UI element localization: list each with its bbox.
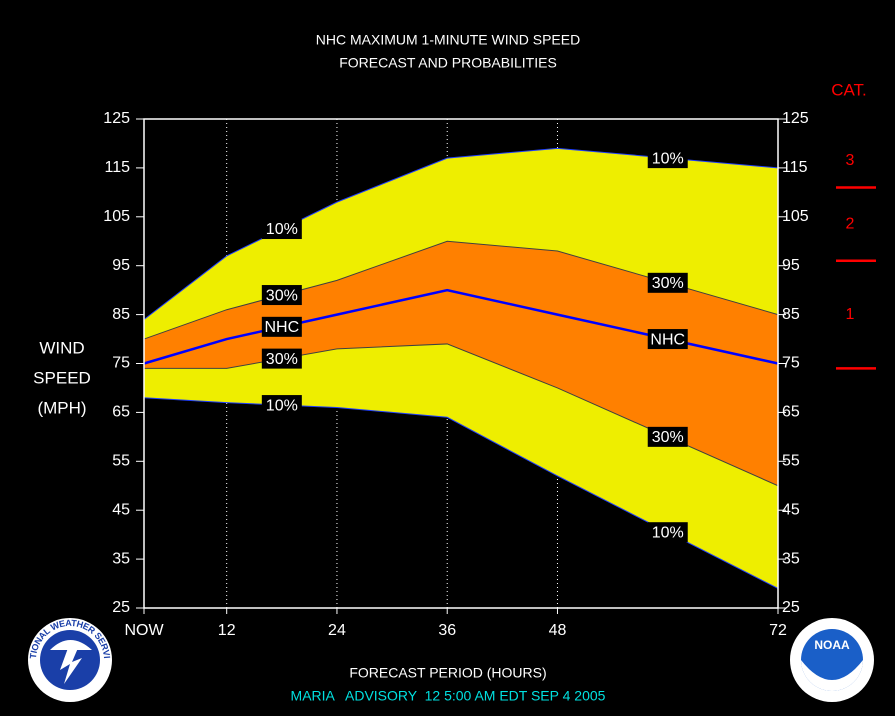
x-tick-label: 48: [549, 622, 567, 639]
y2-tick-label: 55: [782, 453, 800, 470]
logo-gull: [801, 660, 863, 691]
y-tick-label: 55: [112, 453, 130, 470]
probability-edge: [143, 397, 779, 589]
category-label: 2: [846, 215, 855, 232]
x-tick-label: 24: [328, 622, 346, 639]
plot: 10% 10% 30% 30% NHC NHC 30% 30% 10% 10%: [143, 147, 779, 589]
y-tick-label: 115: [104, 159, 130, 176]
noaa-logo: NOAA: [790, 618, 874, 702]
category-title: CAT.: [831, 80, 867, 99]
y2-tick-label: 95: [782, 257, 800, 274]
y-tick-label: 105: [103, 208, 130, 225]
x-tick-label: 12: [218, 622, 236, 639]
y2-tick-label: 85: [782, 306, 800, 323]
probability-edge: [144, 343, 779, 487]
x-axis-label: FORECAST PERIOD (HOURS): [349, 665, 546, 681]
chart-title: NHC MAXIMUM 1-MINUTE WIND SPEED: [316, 32, 580, 48]
category-label: 3: [846, 152, 855, 169]
y-tick-label: 75: [112, 355, 130, 372]
y-tick-label: 65: [112, 404, 130, 421]
category-label: 1: [846, 306, 855, 323]
y2-tick-label: 105: [782, 208, 809, 225]
y-axis-label: WIND: [39, 338, 84, 357]
y2-tick-label: 25: [782, 599, 800, 616]
band-fill: [144, 148, 778, 589]
forecast-line: [143, 288, 779, 365]
x-tick-label: NOW: [124, 622, 164, 639]
series-label: 30%: [652, 275, 684, 292]
logo-text: NOAA: [814, 638, 850, 652]
series-label: 10%: [652, 524, 684, 541]
label-box: [647, 329, 688, 350]
x-tick-label: 36: [438, 622, 456, 639]
label-box: [647, 426, 688, 447]
chart-title: FORECAST AND PROBABILITIES: [339, 55, 557, 71]
footer: MARIA ADVISORY 12 5:00 AM EDT SEP 4 2005: [291, 688, 606, 704]
y-axis-label: SPEED: [33, 368, 91, 387]
band-fill: [144, 241, 778, 486]
series-label: NHC: [650, 331, 685, 348]
series-label: 10%: [266, 221, 298, 238]
probability-edge: [143, 240, 779, 340]
series-label: 10%: [266, 397, 298, 414]
series-label: 30%: [266, 351, 298, 368]
series-label: 30%: [266, 287, 298, 304]
y-axis-label: (MPH): [37, 398, 86, 417]
series-label: 30%: [652, 429, 684, 446]
y2-tick-label: 65: [782, 404, 800, 421]
label-box: [261, 395, 302, 416]
label-box: [261, 219, 302, 240]
y-tick-label: 85: [112, 306, 130, 323]
y2-tick-label: 45: [782, 501, 800, 518]
y2-tick-label: 115: [782, 159, 808, 176]
y-tick-label: 45: [112, 501, 130, 518]
logo-bolt: [60, 648, 82, 684]
series-label: 10%: [652, 150, 684, 167]
y2-tick-label: 75: [782, 355, 800, 372]
label-box: [647, 522, 688, 543]
y2-tick-label: 125: [782, 110, 809, 127]
y-tick-label: 95: [112, 257, 130, 274]
label-box: [261, 348, 302, 369]
label-box: [261, 316, 302, 337]
probability-edge: [143, 147, 779, 320]
label-box: [647, 272, 688, 293]
y-tick-label: 25: [112, 599, 130, 616]
y-tick-label: 125: [103, 110, 130, 127]
label-box: [647, 148, 688, 169]
logo-cloud: [50, 640, 92, 650]
label-box: [261, 285, 302, 306]
y2-tick-label: 35: [782, 550, 800, 567]
y-tick-label: 35: [112, 550, 130, 567]
series-label: NHC: [264, 319, 299, 336]
x-tick-label: 72: [769, 622, 787, 639]
